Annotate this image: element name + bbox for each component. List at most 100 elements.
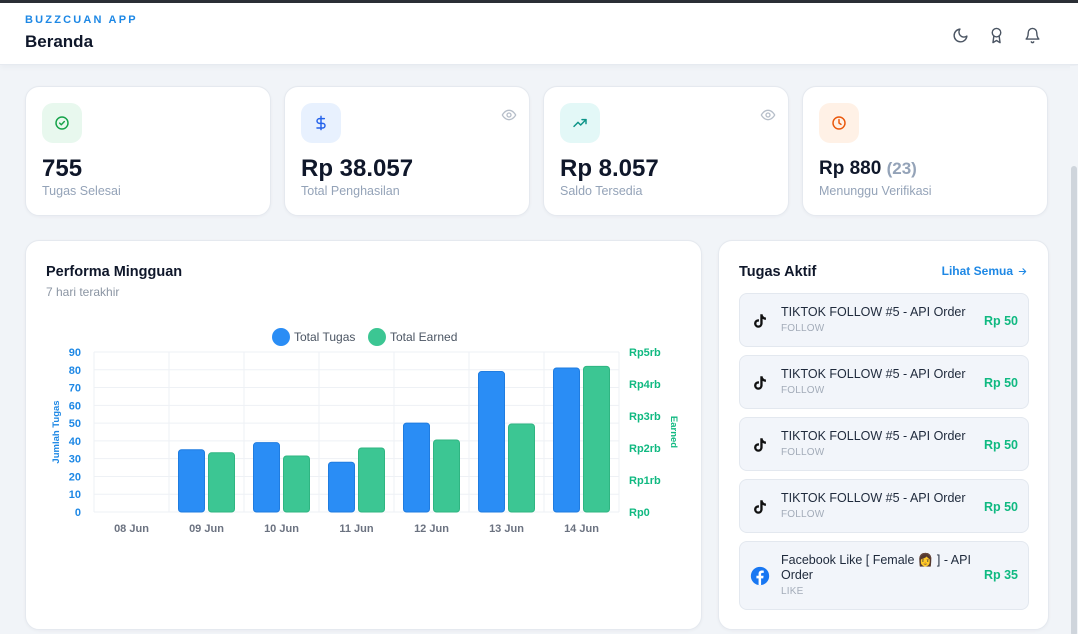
task-reward: Rp 50 — [983, 438, 1018, 452]
bar-total-tugas — [403, 422, 430, 513]
bar-total-earned — [433, 439, 460, 513]
y-tick-label: 60 — [69, 400, 81, 412]
y-tick-label: 30 — [69, 454, 81, 466]
tiktok-icon — [750, 311, 770, 331]
clock-icon — [819, 103, 859, 143]
stat-card-available-balance: Rp 8.057 Saldo Tersedia — [543, 86, 789, 216]
app-brand: BUZZCUAN APP — [25, 14, 138, 26]
stat-card-pending-verification: Rp 880 (23) Menunggu Verifikasi — [802, 86, 1048, 216]
y-tick-label: 40 — [69, 436, 81, 448]
task-name: Facebook Like [ Female 👩 ] - API Order — [781, 553, 971, 582]
y2-tick-label: Rp2rb — [629, 443, 661, 455]
task-item[interactable]: TIKTOK FOLLOW #5 - API Order FOLLOW Rp 5… — [739, 293, 1029, 347]
y-tick-label: 0 — [75, 507, 81, 519]
eye-icon[interactable] — [501, 107, 517, 123]
x-tick-label: 14 Jun — [564, 523, 599, 535]
y-axis-title: Jumlah Tugas — [51, 400, 62, 463]
bar-total-earned — [508, 423, 535, 513]
active-tasks-title: Tugas Aktif — [739, 264, 817, 280]
legend-swatch-total-earned — [368, 328, 386, 346]
task-item[interactable]: TIKTOK FOLLOW #5 - API Order FOLLOW Rp 5… — [739, 479, 1029, 533]
arrow-right-icon — [1018, 267, 1027, 275]
y-tick-label: 70 — [69, 383, 81, 395]
task-reward: Rp 50 — [983, 376, 1018, 390]
y-tick-label: 80 — [69, 365, 81, 377]
task-type: FOLLOW — [781, 323, 825, 334]
legend-label-total-tugas: Total Tugas — [294, 330, 355, 344]
x-tick-label: 08 Jun — [114, 523, 149, 535]
window-top-border — [0, 0, 1078, 3]
y2-tick-label: Rp3rb — [629, 411, 661, 423]
check-circle-icon — [42, 103, 82, 143]
y-tick-label: 10 — [69, 489, 81, 501]
pending-amount: Rp 880 — [819, 158, 882, 179]
bar-total-tugas — [478, 371, 505, 513]
x-tick-label: 13 Jun — [489, 523, 524, 535]
x-tick-label: 11 Jun — [339, 523, 374, 535]
task-type: FOLLOW — [781, 509, 825, 520]
stat-card-tasks-completed: 755 Tugas Selesai — [25, 86, 271, 216]
stat-card-total-income: Rp 38.057 Total Penghasilan — [284, 86, 530, 216]
scrollbar-thumb[interactable] — [1071, 166, 1077, 634]
x-tick-label: 10 Jun — [264, 523, 299, 535]
tiktok-icon — [750, 497, 770, 517]
chart-title: Performa Mingguan — [46, 264, 183, 280]
task-item[interactable]: Facebook Like [ Female 👩 ] - API Order L… — [739, 541, 1029, 610]
bar-total-earned — [358, 447, 385, 513]
page-scrollbar[interactable] — [1070, 66, 1078, 634]
weekly-performance-chart: 0 10 20 30 40 50 60 70 80 90 Rp0 Rp1rb Rp2rb Rp3rb Rp4… — [51, 328, 679, 535]
eye-icon[interactable] — [760, 107, 776, 123]
app-header: BUZZCUAN APP Beranda — [0, 3, 1078, 65]
task-name: TIKTOK FOLLOW #5 - API Order — [781, 367, 966, 381]
task-item[interactable]: TIKTOK FOLLOW #5 - API Order FOLLOW Rp 5… — [739, 417, 1029, 471]
bar-total-earned — [208, 452, 235, 513]
task-reward: Rp 35 — [983, 568, 1018, 582]
stat-value: 755 — [42, 155, 83, 182]
y-tick-label: 50 — [69, 418, 81, 430]
pending-count: (23) — [886, 159, 917, 178]
bar-total-tugas — [328, 461, 355, 513]
bar-total-tugas — [553, 367, 580, 513]
task-item[interactable]: TIKTOK FOLLOW #5 - API Order FOLLOW Rp 5… — [739, 355, 1029, 409]
see-all-link[interactable]: Lihat Semua — [942, 264, 1028, 278]
task-reward: Rp 50 — [983, 314, 1018, 328]
see-all-label: Lihat Semua — [941, 264, 1013, 278]
task-name: TIKTOK FOLLOW #5 - API Order — [781, 429, 966, 443]
task-type: FOLLOW — [781, 447, 825, 458]
stat-label: Total Penghasilan — [301, 184, 400, 198]
legend-label-total-earned: Total Earned — [390, 330, 457, 344]
stat-label: Saldo Tersedia — [560, 184, 643, 198]
x-tick-label: 09 Jun — [189, 523, 224, 535]
bar-total-tugas — [253, 442, 280, 513]
stat-label: Tugas Selesai — [42, 184, 121, 198]
y2-tick-label: Rp1rb — [629, 475, 661, 487]
award-icon[interactable] — [986, 25, 1006, 45]
stat-label: Menunggu Verifikasi — [819, 184, 932, 198]
tiktok-icon — [750, 373, 770, 393]
legend-swatch-total-tugas — [272, 328, 290, 346]
chart-subtitle: 7 hari terakhir — [46, 285, 120, 299]
bar-total-tugas — [178, 449, 205, 513]
stat-value: Rp 8.057 — [560, 155, 659, 182]
moon-icon[interactable] — [950, 25, 970, 45]
bar-total-earned — [583, 365, 610, 513]
trending-up-icon — [560, 103, 600, 143]
stat-value: Rp 880 (23) — [819, 158, 917, 180]
task-type: FOLLOW — [781, 385, 825, 396]
facebook-icon — [750, 566, 770, 586]
y2-tick-label: Rp4rb — [629, 379, 661, 391]
task-name: TIKTOK FOLLOW #5 - API Order — [781, 305, 966, 319]
y2-axis-title: Earned — [668, 416, 679, 448]
stat-value: Rp 38.057 — [301, 155, 414, 182]
y2-tick-label: Rp5rb — [629, 347, 661, 359]
x-tick-label: 12 Jun — [414, 523, 449, 535]
y-tick-label: 90 — [69, 347, 81, 359]
task-name: TIKTOK FOLLOW #5 - API Order — [781, 491, 966, 505]
active-tasks-card: Tugas Aktif Lihat Semua TIKTOK FOLLOW #5… — [718, 240, 1049, 630]
bar-total-earned — [283, 455, 310, 513]
page-title: Beranda — [25, 32, 94, 51]
dollar-icon — [301, 103, 341, 143]
y-tick-label: 20 — [69, 471, 81, 483]
bell-icon[interactable] — [1022, 25, 1042, 45]
task-type: LIKE — [781, 586, 804, 597]
